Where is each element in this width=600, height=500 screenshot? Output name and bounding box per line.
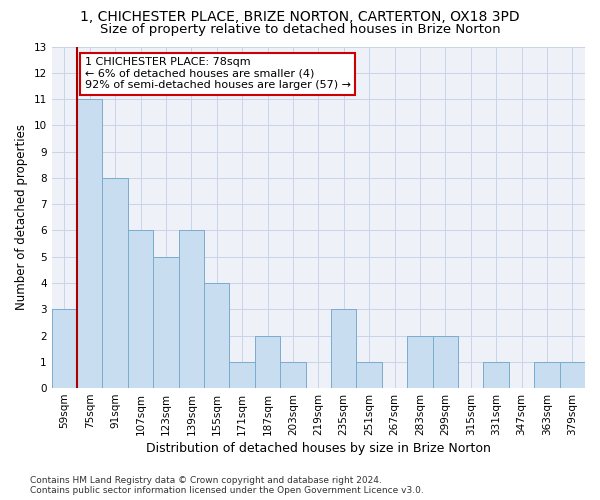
Bar xyxy=(560,362,585,388)
Bar xyxy=(204,283,229,388)
Bar xyxy=(280,362,305,388)
Bar xyxy=(356,362,382,388)
X-axis label: Distribution of detached houses by size in Brize Norton: Distribution of detached houses by size … xyxy=(146,442,491,455)
Bar xyxy=(52,309,77,388)
Text: 1, CHICHESTER PLACE, BRIZE NORTON, CARTERTON, OX18 3PD: 1, CHICHESTER PLACE, BRIZE NORTON, CARTE… xyxy=(80,10,520,24)
Bar xyxy=(433,336,458,388)
Bar xyxy=(407,336,433,388)
Text: Size of property relative to detached houses in Brize Norton: Size of property relative to detached ho… xyxy=(100,22,500,36)
Bar xyxy=(179,230,204,388)
Bar xyxy=(484,362,509,388)
Bar xyxy=(534,362,560,388)
Y-axis label: Number of detached properties: Number of detached properties xyxy=(15,124,28,310)
Bar xyxy=(229,362,255,388)
Bar xyxy=(128,230,153,388)
Text: Contains HM Land Registry data © Crown copyright and database right 2024.
Contai: Contains HM Land Registry data © Crown c… xyxy=(30,476,424,495)
Bar xyxy=(103,178,128,388)
Bar xyxy=(255,336,280,388)
Bar xyxy=(153,256,179,388)
Bar xyxy=(331,309,356,388)
Bar xyxy=(77,99,103,388)
Text: 1 CHICHESTER PLACE: 78sqm
← 6% of detached houses are smaller (4)
92% of semi-de: 1 CHICHESTER PLACE: 78sqm ← 6% of detach… xyxy=(85,57,350,90)
